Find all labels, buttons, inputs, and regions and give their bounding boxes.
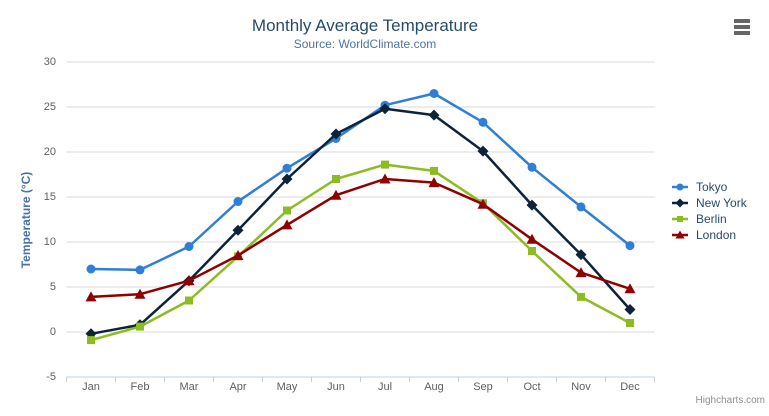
chart-subtitle: Source: WorldClimate.com xyxy=(293,37,437,51)
data-point-berlin-dec[interactable] xyxy=(626,319,634,327)
data-point-new-york-jun[interactable] xyxy=(330,128,342,140)
data-point-london-oct[interactable] xyxy=(526,233,538,244)
legend-item-new-york[interactable]: New York xyxy=(672,195,747,211)
data-point-berlin-may[interactable] xyxy=(283,206,291,215)
legend-square-glyph xyxy=(677,216,683,222)
x-axis-tick-label: Aug xyxy=(424,381,444,393)
legend: Tokyo New York Berlin London xyxy=(672,179,747,243)
x-axis-tick-label: Mar xyxy=(179,381,199,393)
data-point-london-apr[interactable] xyxy=(232,250,244,260)
data-point-tokyo-mar[interactable] xyxy=(184,242,194,251)
x-axis-tick-label: Jul xyxy=(377,381,393,393)
data-point-tokyo-apr[interactable] xyxy=(233,197,243,206)
legend-item-tokyo[interactable]: Tokyo xyxy=(672,179,747,195)
series-line-new-york xyxy=(89,107,632,336)
context-menu-button[interactable] xyxy=(729,15,755,39)
data-point-london-jun[interactable] xyxy=(330,189,342,200)
data-point-new-york-nov[interactable] xyxy=(575,249,587,261)
x-axis-tick-label: Nov xyxy=(571,381,591,393)
data-point-new-york-jul[interactable] xyxy=(379,103,391,115)
y-axis-tick-label: 10 xyxy=(43,236,56,248)
data-point-tokyo-may[interactable] xyxy=(282,163,292,173)
legend-label: London xyxy=(696,228,737,242)
legend-triangle-glyph xyxy=(675,230,685,239)
legend-label: Tokyo xyxy=(696,180,728,194)
legend-item-berlin[interactable]: Berlin xyxy=(672,211,747,227)
data-point-new-york-dec[interactable] xyxy=(624,304,636,315)
data-point-berlin-jul[interactable] xyxy=(381,160,389,169)
y-axis-tick-label: 5 xyxy=(49,281,56,293)
data-point-berlin-mar[interactable] xyxy=(185,296,193,305)
data-point-new-york-aug[interactable] xyxy=(428,109,440,121)
y-axis-tick-label: 25 xyxy=(43,101,56,113)
x-axis-tick-label: Feb xyxy=(130,381,150,393)
data-point-new-york-sep[interactable] xyxy=(477,145,489,157)
y-axis-tick-label: 30 xyxy=(43,56,56,68)
series-line-tokyo xyxy=(89,92,632,272)
data-point-london-jan[interactable] xyxy=(85,291,97,302)
legend-marker-circle-icon xyxy=(672,183,688,191)
x-axis-tick-label: Apr xyxy=(229,381,247,393)
legend-item-london[interactable]: London xyxy=(672,227,747,243)
data-point-new-york-apr[interactable] xyxy=(232,224,244,236)
data-point-berlin-nov[interactable] xyxy=(577,292,585,301)
data-point-tokyo-nov[interactable] xyxy=(576,202,586,212)
y-axis-title: Temperature (°C) xyxy=(19,171,33,269)
y-axis-tick-label: 15 xyxy=(43,191,56,203)
data-point-tokyo-dec[interactable] xyxy=(625,241,635,251)
data-point-tokyo-oct[interactable] xyxy=(527,162,537,172)
credits-link[interactable]: Highcharts.com xyxy=(695,395,765,406)
data-point-berlin-jan[interactable] xyxy=(87,336,95,345)
y-axis-tick-label: 0 xyxy=(49,326,56,338)
data-point-berlin-feb[interactable] xyxy=(136,322,144,331)
chart-title: Monthly Average Temperature xyxy=(251,16,479,35)
y-axis-tick-label: 20 xyxy=(43,146,56,158)
data-point-new-york-may[interactable] xyxy=(281,173,293,185)
data-point-berlin-oct[interactable] xyxy=(528,247,536,255)
data-point-berlin-aug[interactable] xyxy=(430,166,438,175)
data-point-tokyo-jan[interactable] xyxy=(86,264,96,274)
x-axis-tick-label: Dec xyxy=(620,381,640,393)
legend-circle-glyph xyxy=(676,183,684,191)
legend-label: New York xyxy=(696,196,747,210)
legend-label: Berlin xyxy=(696,212,727,226)
data-point-london-may[interactable] xyxy=(281,219,293,230)
data-point-london-aug[interactable] xyxy=(428,177,440,188)
series-line-london xyxy=(89,177,632,299)
data-point-london-feb[interactable] xyxy=(134,288,146,299)
x-axis-tick-label: Sep xyxy=(473,381,493,393)
data-point-berlin-jun[interactable] xyxy=(332,175,340,183)
data-point-tokyo-aug[interactable] xyxy=(429,89,439,98)
series-line-berlin xyxy=(89,163,632,342)
data-point-london-sep[interactable] xyxy=(477,198,489,209)
data-point-tokyo-sep[interactable] xyxy=(478,117,488,127)
x-axis-tick-label: Jan xyxy=(82,381,100,393)
data-point-london-jul[interactable] xyxy=(379,173,391,184)
x-axis-tick-label: May xyxy=(276,381,298,393)
data-point-new-york-oct[interactable] xyxy=(526,199,538,211)
x-axis-tick-label: Oct xyxy=(523,381,541,393)
y-axis-tick-label: -5 xyxy=(46,371,56,383)
legend-diamond-glyph xyxy=(675,198,685,208)
data-point-london-nov[interactable] xyxy=(575,267,587,278)
legend-marker-diamond-icon xyxy=(672,198,688,208)
x-axis-tick-label: Jun xyxy=(327,381,345,393)
data-point-london-dec[interactable] xyxy=(624,283,636,294)
legend-marker-square-icon xyxy=(672,216,688,222)
legend-marker-triangle-icon xyxy=(672,230,688,239)
data-point-london-mar[interactable] xyxy=(183,275,195,286)
data-point-tokyo-feb[interactable] xyxy=(135,265,145,275)
